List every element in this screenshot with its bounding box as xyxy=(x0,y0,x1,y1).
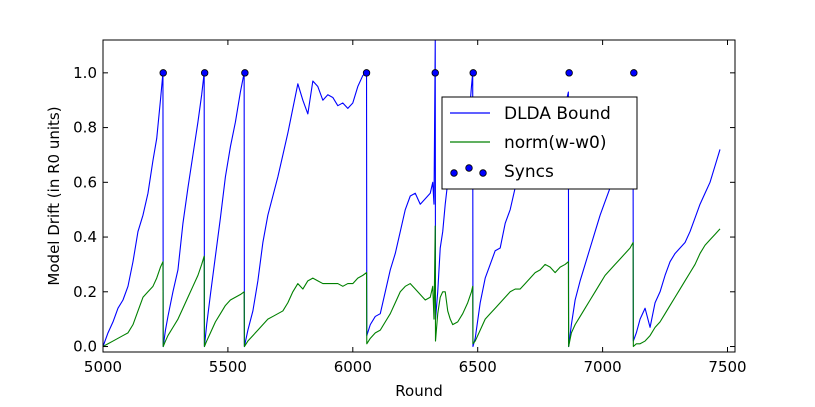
y-tick-label: 0.8 xyxy=(73,119,97,137)
y-tick-label: 0.6 xyxy=(73,173,97,191)
plot-background xyxy=(103,40,735,352)
x-tick-label: 7500 xyxy=(708,358,746,376)
sync-marker xyxy=(469,69,477,77)
sync-marker xyxy=(630,69,638,77)
legend: DLDA Bound norm(w-w0) Syncs xyxy=(441,96,638,190)
y-tick-label: 0.2 xyxy=(73,283,97,301)
legend-box xyxy=(441,96,638,190)
axes-layer xyxy=(102,39,736,353)
legend-sync-marker xyxy=(479,169,487,177)
plot-area xyxy=(103,40,735,352)
legend-sync-marker xyxy=(465,164,473,172)
x-tick-label: 7000 xyxy=(584,358,622,376)
sync-marker xyxy=(431,69,439,77)
sync-markers-layer xyxy=(159,69,638,77)
sync-marker xyxy=(200,69,209,77)
x-tick-label: 6000 xyxy=(334,358,372,376)
x-tick-label: 6500 xyxy=(459,358,497,376)
x-axis-label: Round xyxy=(395,382,442,400)
sync-marker xyxy=(362,69,371,77)
y-tick-label: 1.0 xyxy=(73,64,97,82)
legend-label-dlda-bound: DLDA Bound xyxy=(504,104,611,124)
legend-sync-marker xyxy=(450,169,458,177)
axes-frame xyxy=(102,39,736,353)
y-tick-label: 0.0 xyxy=(73,338,97,356)
ticks-layer: 5000 5500 6000 6500 7000 7500 0.0 0.2 0.4 0.6 0.8 1… xyxy=(73,40,747,376)
series-layer xyxy=(103,40,721,348)
y-tick-label: 0.4 xyxy=(73,228,97,246)
sync-marker xyxy=(241,69,249,77)
legend-entry-norm: norm(w-w0) xyxy=(450,133,606,153)
series-line-norm-w-w0 xyxy=(103,225,721,348)
legend-swatch-syncs xyxy=(450,164,487,177)
series-line-dlda-bound xyxy=(103,40,721,348)
legend-label-syncs: Syncs xyxy=(504,162,554,182)
legend-entry-syncs: Syncs xyxy=(450,162,554,182)
legend-entry-dlda-bound: DLDA Bound xyxy=(450,104,611,124)
sync-marker xyxy=(159,69,167,77)
x-tick-label: 5500 xyxy=(209,358,247,376)
legend-label-norm: norm(w-w0) xyxy=(504,133,606,153)
y-axis-label: Model Drift (in R0 units) xyxy=(45,106,63,285)
x-tick-label: 5000 xyxy=(84,358,122,376)
sync-marker xyxy=(565,69,573,77)
